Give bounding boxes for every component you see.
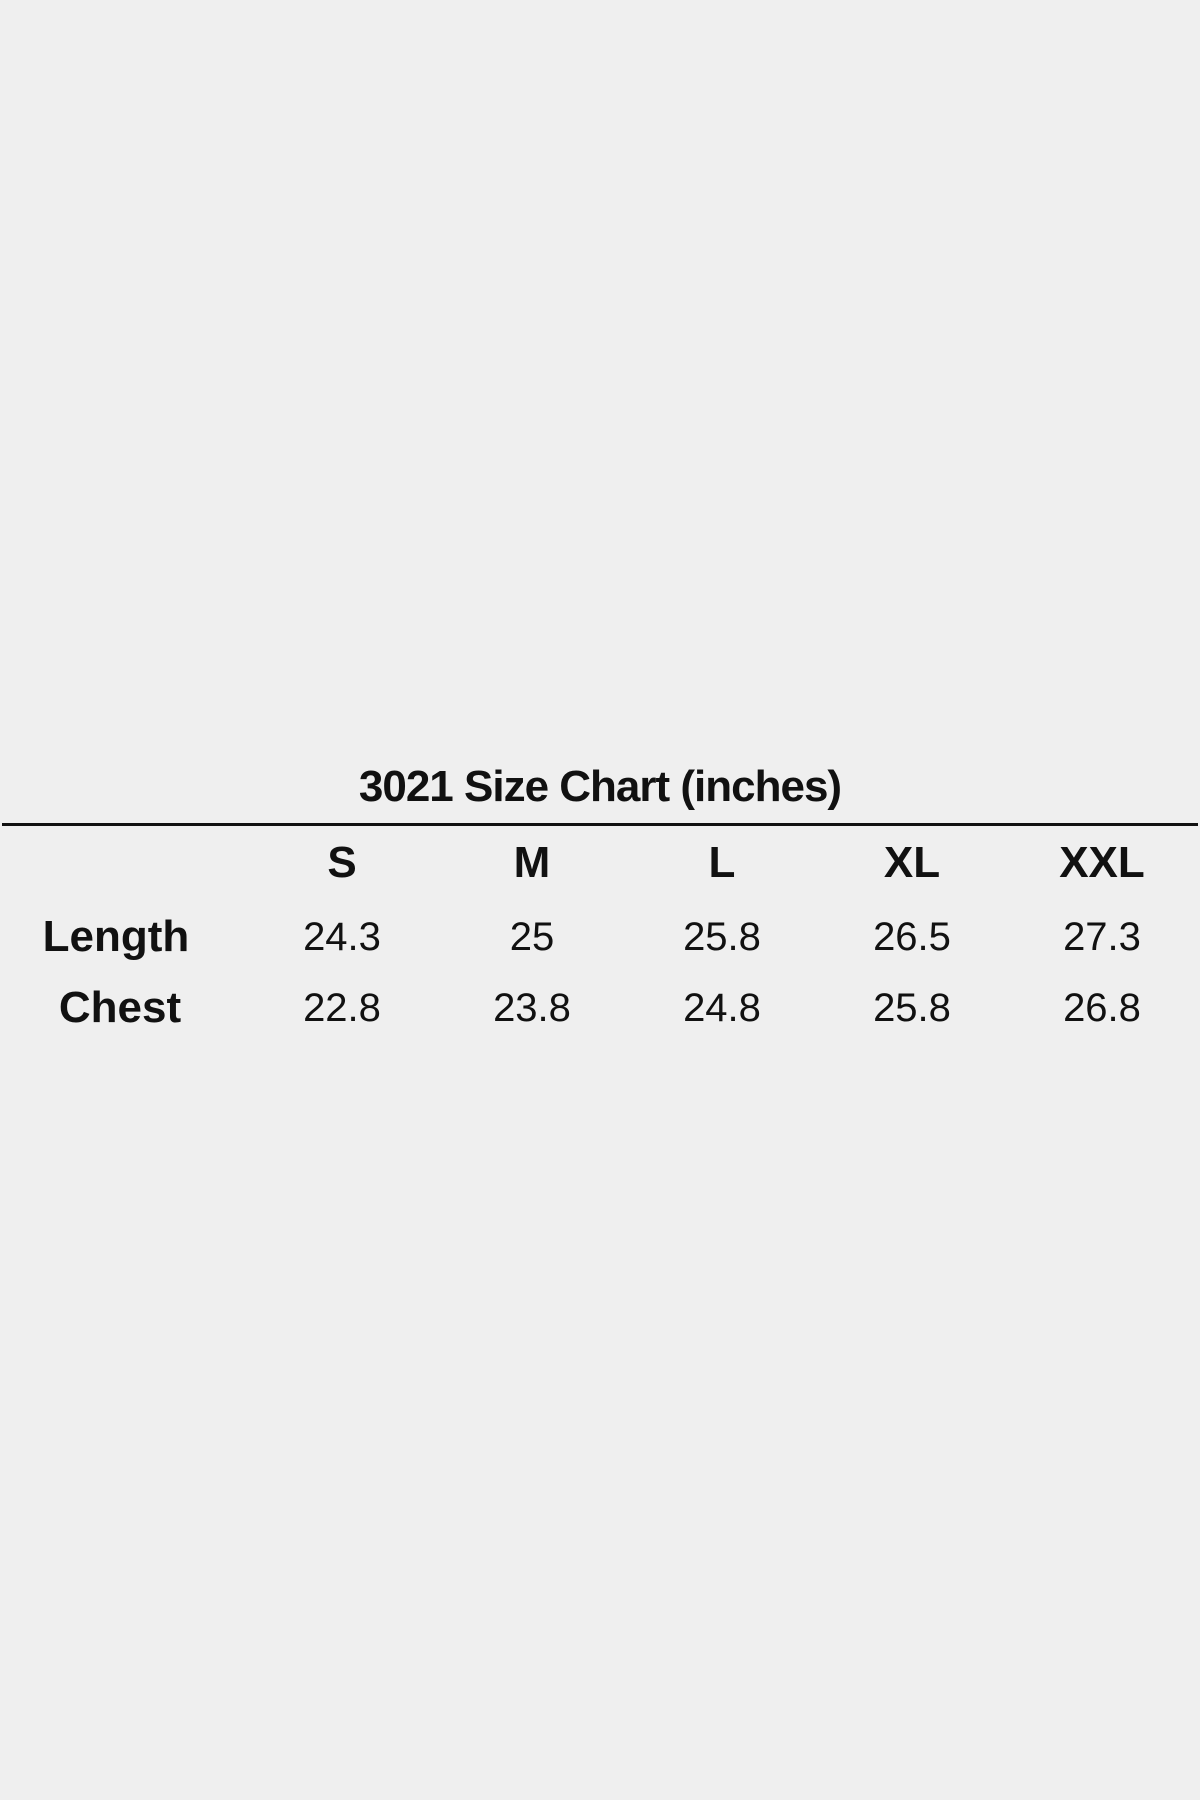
- table-cell-chest-xxl: 26.8: [1063, 986, 1141, 1030]
- row-label-length: Length: [42, 912, 190, 961]
- column-header-m: M: [513, 838, 551, 887]
- table-cell-length-m: 25: [509, 915, 555, 959]
- table-cell-length-xxl: 27.3: [1063, 915, 1141, 959]
- table-cell-chest-m: 23.8: [493, 986, 571, 1030]
- title-divider: [2, 823, 1198, 826]
- row-label-chest: Chest: [58, 983, 182, 1032]
- chart-title: 3021 Size Chart (inches): [358, 762, 842, 811]
- table-cell-length-xl: 26.5: [873, 915, 951, 959]
- table-cell-chest-l: 24.8: [683, 986, 761, 1030]
- table-cell-length-s: 24.3: [303, 915, 381, 959]
- table-cell-chest-s: 22.8: [303, 986, 381, 1030]
- column-header-xl: XL: [883, 838, 941, 887]
- column-header-l: L: [708, 838, 736, 887]
- column-header-s: S: [327, 838, 357, 887]
- table-cell-length-l: 25.8: [683, 915, 761, 959]
- table-cell-chest-xl: 25.8: [873, 986, 951, 1030]
- column-header-xxl: XXL: [1059, 838, 1145, 887]
